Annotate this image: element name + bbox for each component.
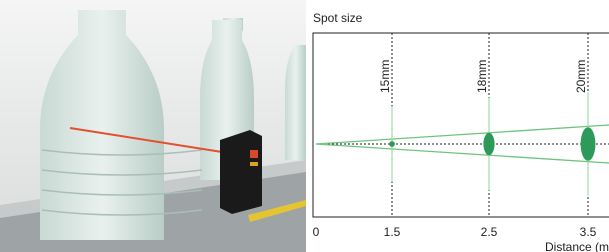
x-tick-label: 0: [313, 225, 320, 239]
page: Spot size 0 1.5 2.5 3.5Distance (m 15mm 18mm 2…: [0, 0, 609, 252]
beam-edge: [316, 144, 609, 163]
figure: Spot size 0 1.5 2.5 3.5Distance (m 15mm 18mm 2…: [0, 0, 609, 252]
spot-size-label: 18mm: [475, 60, 489, 93]
spot: [581, 127, 596, 161]
x-tick-label: 3.5: [580, 225, 597, 239]
spot: [389, 141, 395, 147]
x-axis-label: Distance (m: [545, 240, 609, 252]
photo: [0, 0, 306, 252]
spot: [483, 133, 494, 155]
x-tick-label: 2.5: [481, 225, 498, 239]
beam-edge: [316, 125, 609, 144]
spot-size-label: 20mm: [574, 60, 588, 93]
spot-size-label: 15mm: [378, 60, 392, 93]
plot-frame: [313, 33, 609, 217]
x-tick-label: 1.5: [384, 225, 401, 239]
diagram-title: Spot size: [313, 11, 363, 25]
